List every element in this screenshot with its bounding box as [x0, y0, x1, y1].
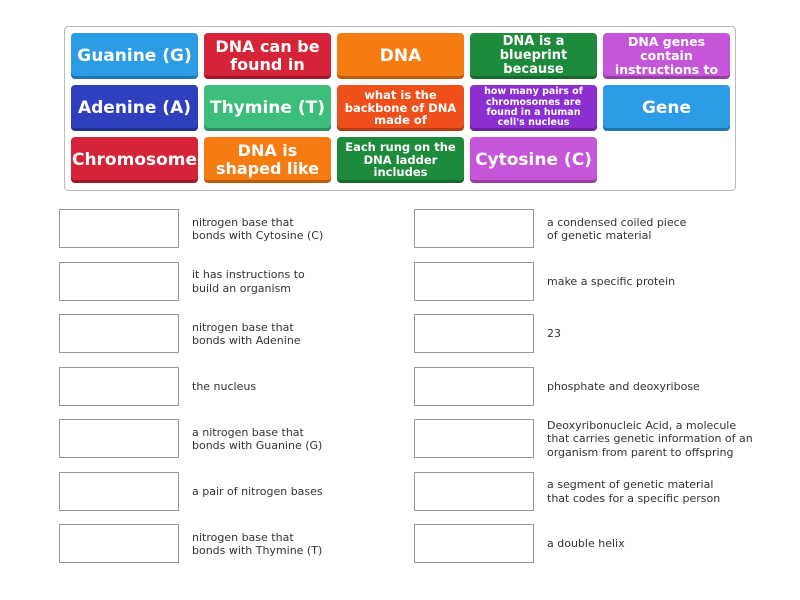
- answer-tile[interactable]: DNA: [337, 33, 464, 79]
- answer-tile[interactable]: DNA genes contain instructions to: [603, 33, 730, 79]
- drop-slot[interactable]: [414, 366, 534, 406]
- drop-slot[interactable]: [414, 314, 534, 353]
- answer-tile[interactable]: Gene: [603, 85, 730, 131]
- answer-tile[interactable]: what is the backbone of DNA made of: [337, 85, 464, 131]
- drop-slot[interactable]: [59, 366, 179, 406]
- drop-slot[interactable]: [59, 471, 179, 511]
- drop-slot[interactable]: [59, 261, 179, 301]
- answer-tile[interactable]: Each rung on the DNA ladder includes: [337, 137, 464, 183]
- prompt-text: the nucleus: [192, 379, 257, 393]
- drop-slot[interactable]: [59, 314, 179, 353]
- drop-slot[interactable]: [59, 524, 179, 563]
- prompt-text: 23: [547, 327, 561, 341]
- prompt-text: nitrogen base that bonds with Adenine: [192, 320, 301, 348]
- drop-slot[interactable]: [59, 419, 179, 458]
- prompt-text: a nitrogen base that bonds with Guanine …: [192, 425, 323, 453]
- answer-tile[interactable]: DNA can be found in: [204, 33, 331, 79]
- answer-tile[interactable]: Guanine (G): [71, 33, 198, 79]
- drop-slot[interactable]: [414, 209, 534, 248]
- answer-tile[interactable]: Adenine (A): [71, 85, 198, 131]
- answer-tile[interactable]: DNA is shaped like: [204, 137, 331, 183]
- tile-bank: Guanine (G) DNA can be found in DNA DNA is …: [64, 26, 736, 191]
- prompt-text: make a specific protein: [547, 274, 676, 288]
- prompt-text: a segment of genetic material that codes…: [547, 478, 721, 505]
- answer-tile[interactable]: Thymine (T): [204, 85, 331, 131]
- answer-tile[interactable]: Cytosine (C): [470, 137, 597, 183]
- prompt-text: Deoxyribonucleic Acid, a molecule that c…: [547, 418, 753, 459]
- drop-slot[interactable]: [59, 209, 179, 248]
- answer-tile[interactable]: DNA is a blueprint because: [470, 33, 597, 79]
- prompt-text: nitrogen base that bonds with Cytosine (…: [192, 215, 324, 243]
- drop-slot[interactable]: [414, 261, 534, 301]
- prompt-text: a pair of nitrogen bases: [192, 484, 323, 498]
- prompt-text: it has instructions to build an organism: [192, 268, 305, 295]
- drop-slot[interactable]: [414, 524, 534, 563]
- prompt-text: phosphate and deoxyribose: [547, 379, 700, 393]
- answer-tile[interactable]: how many pairs of chromosomes are found …: [470, 85, 597, 131]
- answer-tile[interactable]: Chromosome: [71, 137, 198, 183]
- prompt-text: a condensed coiled piece of genetic mate…: [547, 215, 687, 243]
- prompt-text: nitrogen base that bonds with Thymine (T…: [192, 530, 323, 558]
- prompt-text: a double helix: [547, 537, 625, 551]
- drop-slot[interactable]: [414, 419, 534, 458]
- drop-slot[interactable]: [414, 471, 534, 511]
